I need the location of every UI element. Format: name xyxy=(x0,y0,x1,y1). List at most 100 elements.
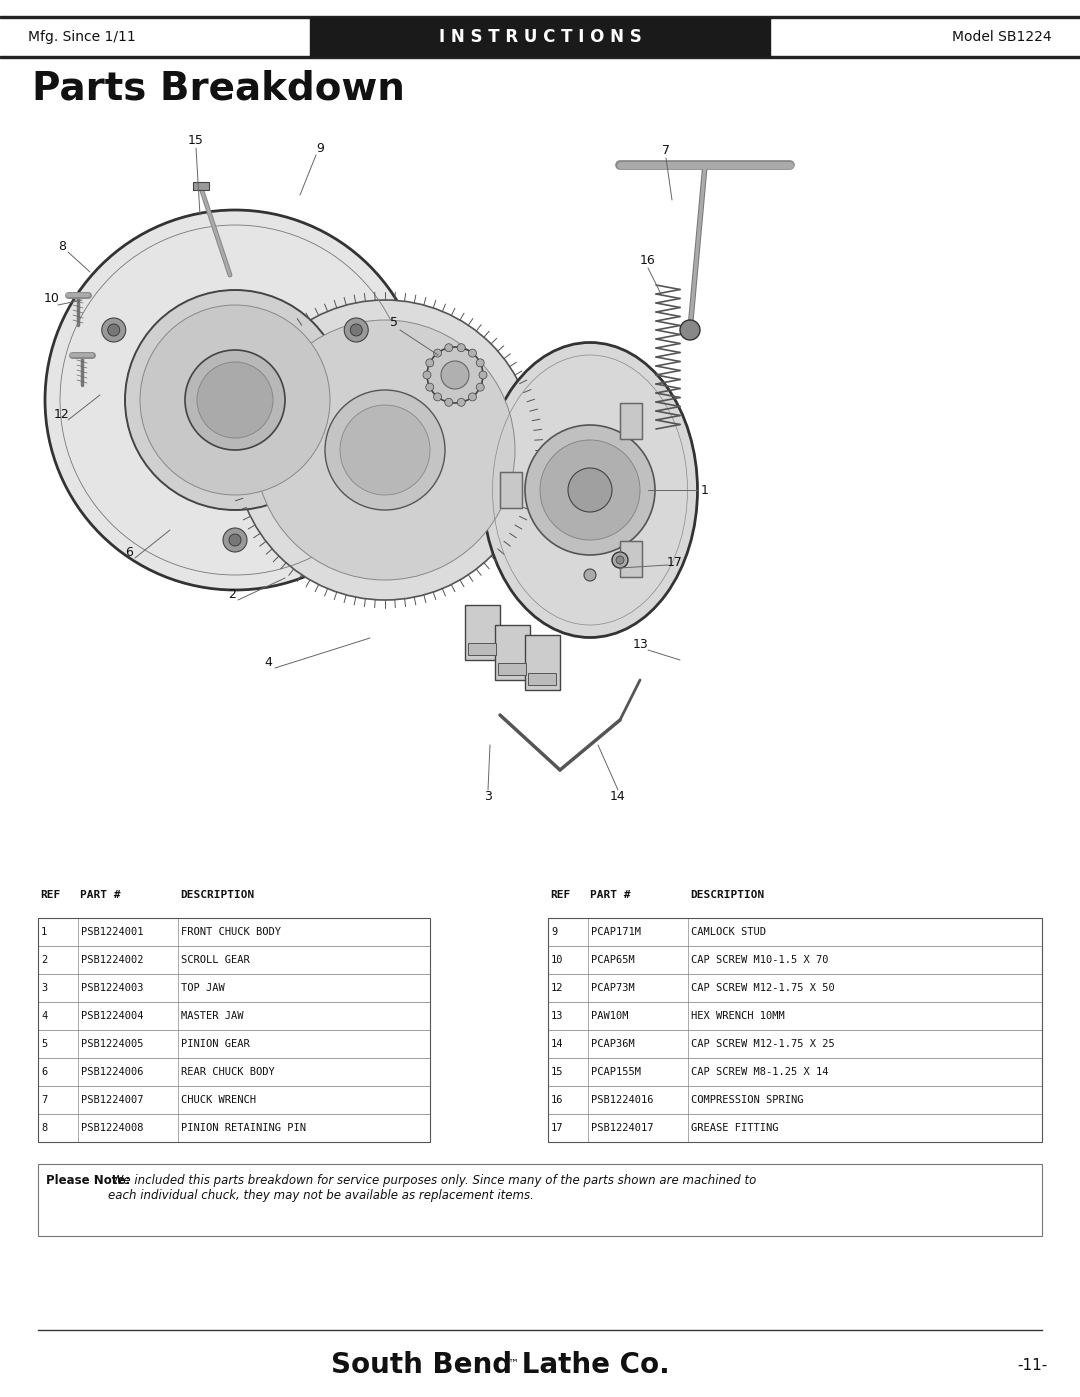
Text: 9: 9 xyxy=(316,141,324,155)
Text: REF: REF xyxy=(550,890,570,900)
Text: 8: 8 xyxy=(58,239,66,253)
Text: REF: REF xyxy=(40,890,60,900)
Circle shape xyxy=(680,320,700,339)
Circle shape xyxy=(125,291,345,510)
Text: 12: 12 xyxy=(54,408,70,420)
Circle shape xyxy=(457,398,465,407)
Text: 2: 2 xyxy=(228,588,235,602)
Text: 9: 9 xyxy=(551,928,557,937)
Bar xyxy=(38,946,430,974)
Circle shape xyxy=(433,393,442,401)
Text: CAP SCREW M10-1.5 X 70: CAP SCREW M10-1.5 X 70 xyxy=(691,956,828,965)
Text: PCAP171M: PCAP171M xyxy=(591,928,642,937)
Bar xyxy=(620,541,642,577)
Ellipse shape xyxy=(483,342,698,637)
Bar xyxy=(548,1113,1042,1141)
Bar xyxy=(465,605,500,659)
Text: 7: 7 xyxy=(662,144,670,156)
Bar xyxy=(468,643,496,655)
Circle shape xyxy=(235,300,535,599)
Text: South Bend Lathe Co.: South Bend Lathe Co. xyxy=(330,1351,670,1379)
Text: PSB1224006: PSB1224006 xyxy=(81,1067,144,1077)
Text: PSB1224007: PSB1224007 xyxy=(81,1095,144,1105)
Text: Please Note:: Please Note: xyxy=(46,1173,131,1187)
Circle shape xyxy=(426,383,434,391)
Text: CAMLOCK STUD: CAMLOCK STUD xyxy=(691,928,766,937)
Circle shape xyxy=(427,346,483,402)
Circle shape xyxy=(426,359,434,367)
Circle shape xyxy=(185,351,285,450)
Text: PCAP36M: PCAP36M xyxy=(591,1039,635,1049)
Text: 7: 7 xyxy=(41,1095,48,1105)
Circle shape xyxy=(612,552,627,569)
Circle shape xyxy=(469,349,476,358)
Text: PINION GEAR: PINION GEAR xyxy=(181,1039,249,1049)
Bar xyxy=(0,15,1080,18)
Text: 15: 15 xyxy=(551,1067,564,1077)
Text: COMPRESSION SPRING: COMPRESSION SPRING xyxy=(691,1095,804,1105)
Bar xyxy=(38,1113,430,1141)
Text: -11-: -11- xyxy=(1017,1358,1048,1372)
Text: PSB1224005: PSB1224005 xyxy=(81,1039,144,1049)
Circle shape xyxy=(433,349,442,358)
Text: 17: 17 xyxy=(667,556,683,569)
Text: MASTER JAW: MASTER JAW xyxy=(181,1011,243,1021)
Text: PART #: PART # xyxy=(80,890,121,900)
Text: 16: 16 xyxy=(551,1095,564,1105)
Circle shape xyxy=(222,528,247,552)
Text: 5: 5 xyxy=(41,1039,48,1049)
Bar xyxy=(548,1030,1042,1058)
Circle shape xyxy=(197,362,273,439)
Text: Model SB1224: Model SB1224 xyxy=(953,29,1052,43)
Bar xyxy=(38,1164,1042,1236)
Bar xyxy=(38,1058,430,1085)
Text: PSB1224004: PSB1224004 xyxy=(81,1011,144,1021)
Text: PSB1224008: PSB1224008 xyxy=(81,1123,144,1133)
Circle shape xyxy=(525,425,654,555)
Circle shape xyxy=(584,569,596,581)
Circle shape xyxy=(480,372,487,379)
Circle shape xyxy=(229,534,241,546)
Text: TOP JAW: TOP JAW xyxy=(181,983,225,993)
Text: PCAP73M: PCAP73M xyxy=(591,983,635,993)
Bar xyxy=(310,18,770,56)
Circle shape xyxy=(255,320,515,580)
Text: Parts Breakdown: Parts Breakdown xyxy=(32,70,405,108)
Text: PAW10M: PAW10M xyxy=(591,1011,629,1021)
Circle shape xyxy=(476,383,484,391)
Text: CAP SCREW M8-1.25 X 14: CAP SCREW M8-1.25 X 14 xyxy=(691,1067,828,1077)
Circle shape xyxy=(616,556,624,564)
Text: ™: ™ xyxy=(507,1359,518,1369)
Circle shape xyxy=(140,305,330,495)
Text: 15: 15 xyxy=(188,134,204,147)
Circle shape xyxy=(469,393,476,401)
Bar xyxy=(495,624,530,680)
Circle shape xyxy=(102,319,125,342)
Text: I N S T R U C T I O N S: I N S T R U C T I O N S xyxy=(438,28,642,46)
Circle shape xyxy=(345,319,368,342)
Text: REAR CHUCK BODY: REAR CHUCK BODY xyxy=(181,1067,274,1077)
Text: CHUCK WRENCH: CHUCK WRENCH xyxy=(181,1095,256,1105)
Text: 13: 13 xyxy=(633,638,649,651)
Bar xyxy=(500,472,522,509)
Bar xyxy=(38,1085,430,1113)
Text: DESCRIPTION: DESCRIPTION xyxy=(180,890,254,900)
Text: PSB1224003: PSB1224003 xyxy=(81,983,144,993)
Text: PART #: PART # xyxy=(590,890,631,900)
Bar xyxy=(38,1002,430,1030)
Text: 3: 3 xyxy=(484,789,491,802)
Bar xyxy=(620,402,642,439)
Text: 14: 14 xyxy=(551,1039,564,1049)
Circle shape xyxy=(445,398,453,407)
Text: 6: 6 xyxy=(41,1067,48,1077)
Circle shape xyxy=(540,440,640,541)
Bar xyxy=(548,918,1042,946)
Bar xyxy=(498,664,526,675)
Bar xyxy=(548,974,1042,1002)
Text: 4: 4 xyxy=(41,1011,48,1021)
Text: CAP SCREW M12-1.75 X 50: CAP SCREW M12-1.75 X 50 xyxy=(691,983,835,993)
Bar xyxy=(0,56,1080,59)
Text: 4: 4 xyxy=(265,657,272,669)
Circle shape xyxy=(350,324,362,337)
Text: 12: 12 xyxy=(551,983,564,993)
